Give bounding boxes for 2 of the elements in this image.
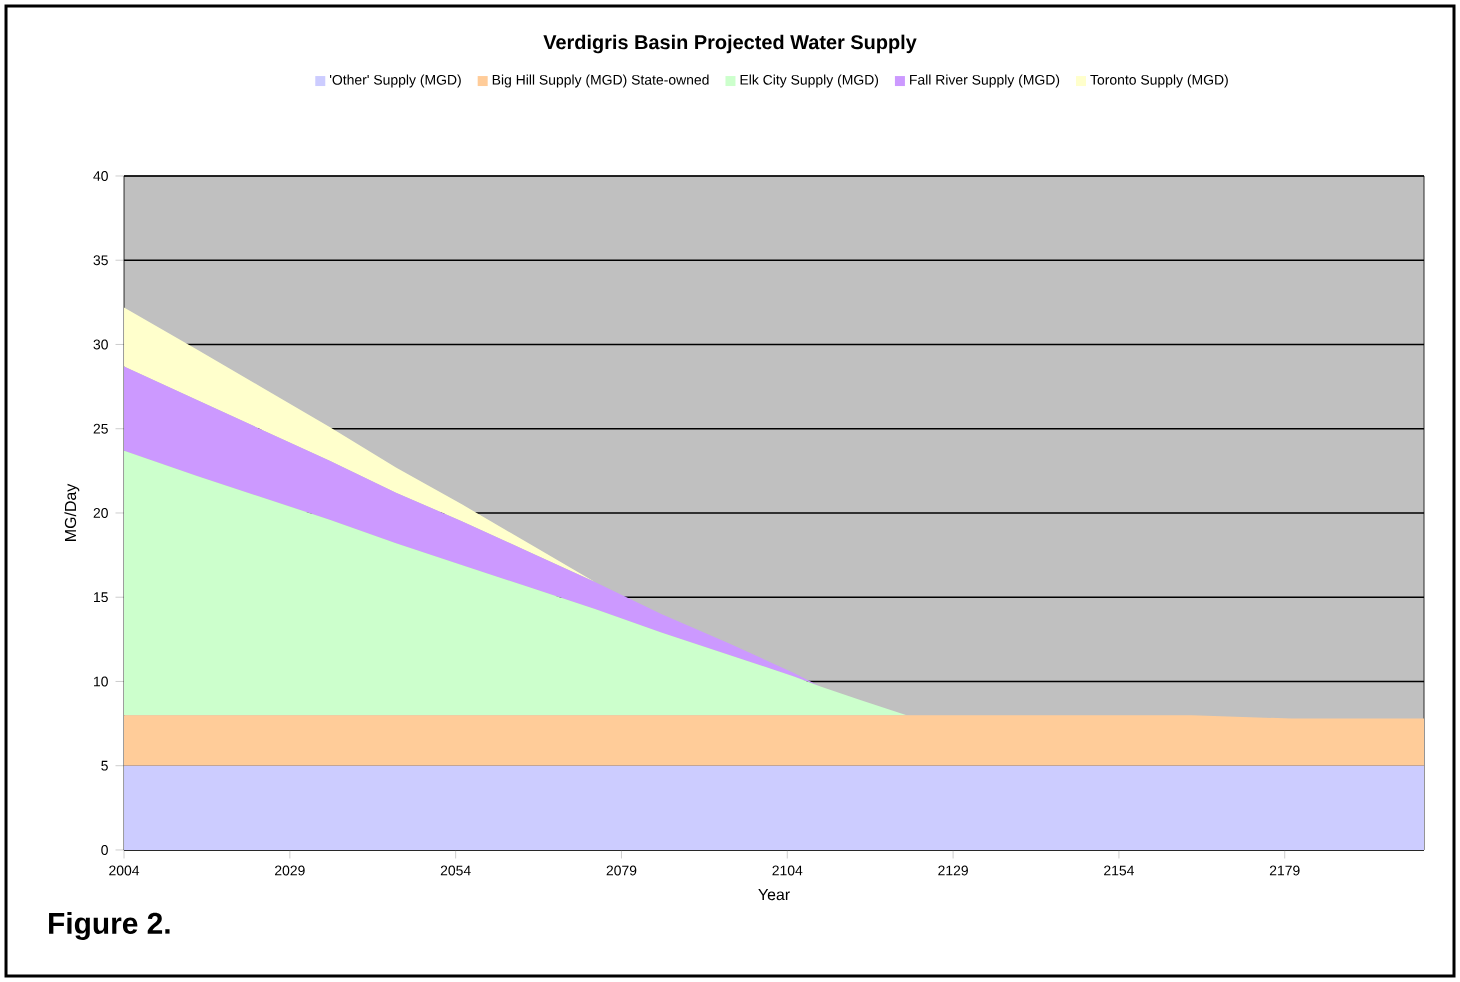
caption: Figure 2. (49, 911, 170, 940)
chart-title: Verdigris Basin Projected Water Supply (543, 34, 917, 54)
